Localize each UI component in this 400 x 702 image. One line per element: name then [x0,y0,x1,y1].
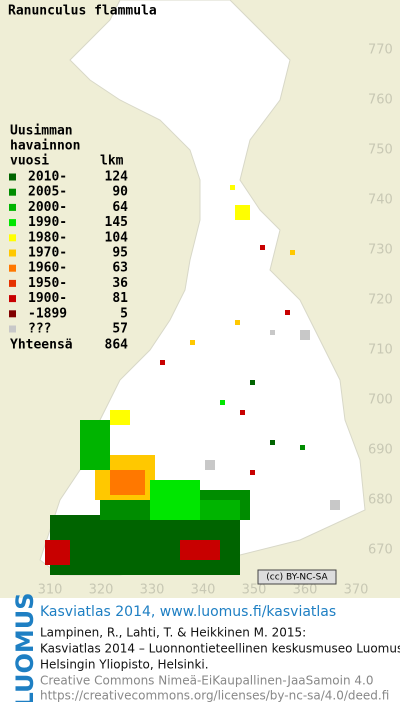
legend-swatch [9,203,16,211]
legend-total-label: Yhteensä [10,338,73,353]
legend-label: 1970- [28,246,67,261]
legend-count: 95 [112,246,128,261]
legend-count: 36 [112,276,128,291]
y-axis-label: 760 [368,93,393,108]
legend-column: vuosi [10,154,49,169]
legend-count: 64 [112,200,128,215]
legend-swatch [9,249,16,257]
x-axis: 310 320 330 340 350 360 370 [38,583,369,598]
y-axis-label: 720 [368,293,393,308]
legend-label: 2005- [28,185,67,200]
legend-label: 2010- [28,170,67,185]
legend-label: -1899 [28,306,67,321]
legend-label: 1980- [28,230,67,245]
y-axis-label: 770 [368,43,393,58]
x-axis-label: 360 [293,583,318,598]
footer-link[interactable]: Kasviatlas 2014, www.luomus.fi/kasviatla… [40,604,336,620]
legend-label: ??? [28,322,51,337]
title: Ranunculus flammula [8,4,157,19]
x-axis-label: 330 [140,583,165,598]
y-axis-label: 690 [368,443,393,458]
citation-line: Helsingin Yliopisto, Helsinki. [40,658,209,672]
y-axis-label: 750 [368,143,393,158]
citation-line: Lampinen, R., Lahti, T. & Heikkinen M. 2… [40,626,306,640]
legend-count: 57 [112,322,128,337]
y-axis: 770 760 750 740 730 720 710 700 690 680 670 [368,43,393,558]
legend-count: 63 [112,261,128,276]
y-axis-label: 670 [368,543,393,558]
legend-swatch [9,264,16,272]
footer-text: Lampinen, R., Lahti, T. & Heikkinen M. 2… [40,626,400,702]
license-badge-box [257,569,337,585]
citation-line: Kasviatlas 2014 – Luonnontieteellinen ke… [40,642,400,656]
footer-background [0,598,400,702]
x-axis-label: 370 [344,583,369,598]
legend-label: 1900- [28,291,67,306]
legend-count: 124 [105,170,129,185]
legend-label: 2000- [28,200,67,215]
x-axis-label: 340 [191,583,216,598]
legend-count: 81 [112,291,128,306]
occurrence-squares [45,185,340,575]
legend-heading: Uusimman [10,124,73,139]
y-axis-label: 740 [368,193,393,208]
legend-swatch [9,219,16,227]
legend-swatch [9,310,16,318]
legend-swatch [9,234,16,242]
y-axis-label: 700 [368,393,393,408]
legend-swatch [9,325,16,333]
legend-heading: havainnon [10,139,80,154]
legend-swatch [9,173,16,181]
x-axis-label: 320 [89,583,114,598]
logo: LUOMUS [11,593,39,702]
license-line: https://creativecommons.org/licenses/by-… [40,689,389,702]
legend-count: 90 [112,185,128,200]
license-badge: (cc) BY-NC-SA [266,573,328,583]
legend-swatch [9,188,16,196]
x-axis-label: 310 [38,583,63,598]
license-line: Creative Commons Nimeä-EiKaupallinen-Jaa… [40,674,374,688]
legend-count: 5 [120,306,128,321]
x-axis-label: 350 [242,583,267,598]
y-axis-label: 680 [368,493,393,508]
legend-total-count: 864 [105,338,129,353]
legend-count: 104 [105,230,129,245]
legend-swatch [9,279,16,287]
legend-count: 145 [105,215,128,230]
legend-swatch [9,295,16,303]
y-axis-label: 710 [368,343,393,358]
y-axis-label: 730 [368,243,393,258]
legend: 2010- 124 2005- 90 2000- 64 1990- 145 1980- 104 19… [9,170,128,353]
legend-label: 1950- [28,276,67,291]
legend-column: lkm [100,154,124,169]
legend-label: 1990- [28,215,67,230]
legend-label: 1960- [28,261,67,276]
